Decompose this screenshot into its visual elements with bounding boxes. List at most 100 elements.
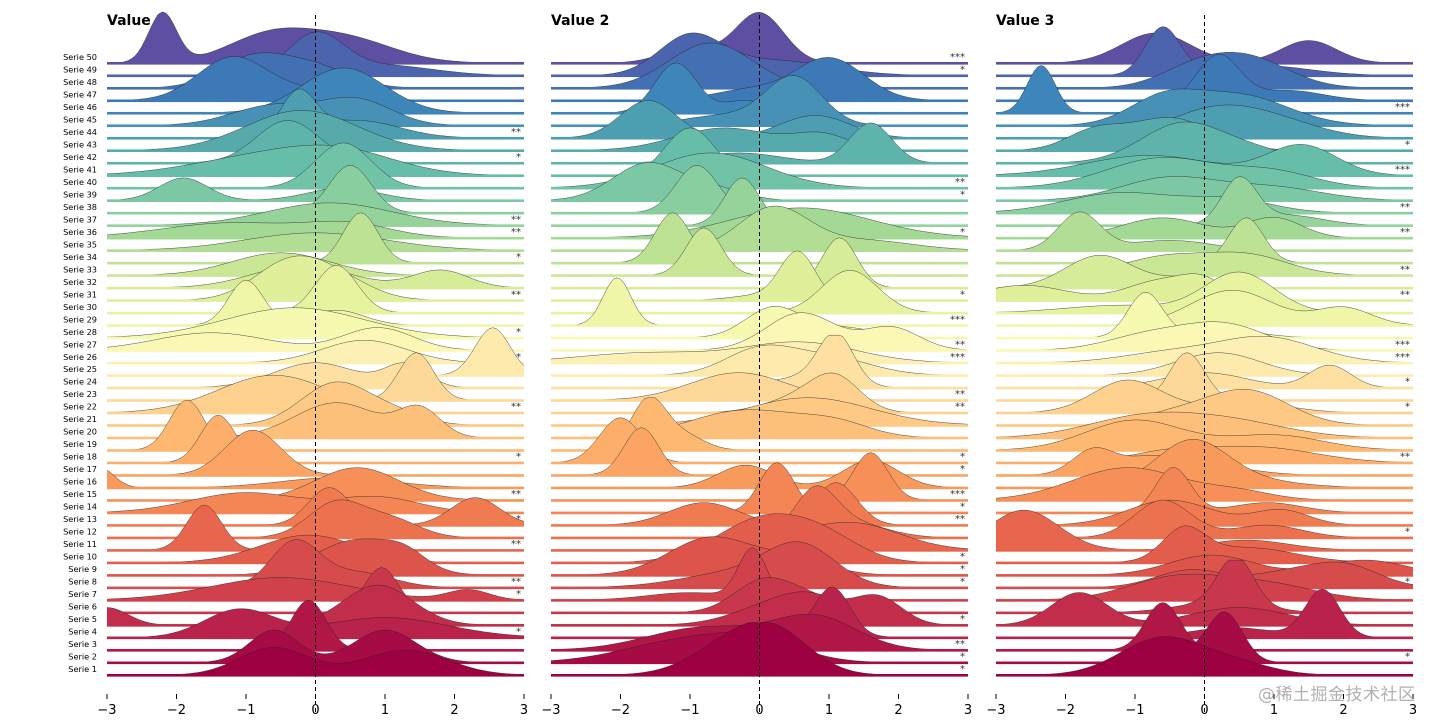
ridge-area [996,467,1413,513]
row-label: Serie 19 [63,439,97,449]
significance-marker: * [1405,402,1410,413]
x-tick-label: 2 [894,703,902,718]
x-tick-label: 1 [825,703,833,718]
ridge-area [551,177,968,226]
x-tick-label: −3 [97,703,116,718]
row-label: Serie 21 [63,414,97,424]
ridge-area [551,547,968,601]
ridge-area [996,290,1413,326]
significance-marker: * [960,227,965,238]
ridge-row [107,414,524,465]
ridge-area [996,255,1413,288]
ridge-area [996,211,1413,251]
panel-3: Value 3****************************−3 −2−… [986,13,1417,718]
significance-marker: * [960,189,965,200]
significance-marker: ** [955,402,965,413]
row-label: Serie 7 [68,589,97,599]
ridge-area [996,525,1413,563]
significance-marker: ** [511,227,521,238]
significance-marker: *** [950,489,965,500]
ridge-area [996,560,1413,613]
significance-marker: * [516,352,521,363]
row-label: Serie 46 [63,102,97,112]
significance-marker: ** [511,539,521,550]
row-label: Serie 47 [63,89,97,99]
ridge-area [551,513,968,563]
significance-marker: *** [950,352,965,363]
significance-marker: * [960,64,965,75]
row-label: Serie 35 [63,239,97,249]
ridge-area [107,145,524,176]
row-label: Serie 29 [63,314,97,324]
significance-marker: ** [1400,227,1410,238]
ridge-area [551,122,968,163]
ridge-area [996,33,1413,63]
row-label: Serie 36 [63,227,97,237]
ridge-baseline [996,249,1413,252]
row-label: Serie 1 [68,664,97,674]
row-label: Serie 40 [63,177,97,187]
x-tick-label: 0 [1200,703,1208,718]
ridge-outline [995,157,1413,189]
row-label: Serie 41 [63,164,97,174]
row-label: Serie 2 [68,652,97,662]
significance-marker: * [960,289,965,300]
significance-marker: ** [511,289,521,300]
row-label: Serie 24 [63,377,97,387]
row-label: Serie 39 [63,189,97,199]
significance-marker: ** [1400,264,1410,275]
row-label: Serie 43 [63,139,97,149]
significance-marker: ** [511,214,521,225]
ridge-outline [106,144,524,176]
ridge-area [551,127,968,151]
ridge-outline [106,327,524,351]
ridge-area [107,327,524,351]
ridge-area [107,352,524,401]
x-tick-label: 2 [450,703,458,718]
row-label: Serie 25 [63,364,97,374]
row-label: Serie 9 [68,564,97,574]
row-label: Serie 10 [63,552,97,562]
ridge-area [996,611,1413,663]
x-tick-label: −2 [1056,703,1075,718]
x-tick-label: 0 [755,703,763,718]
significance-marker: ** [955,389,965,400]
row-label: Serie 50 [63,52,97,62]
row-label: Serie 28 [63,327,97,337]
significance-marker: ** [1400,452,1410,463]
ridge-area [551,277,968,326]
significance-marker: * [960,452,965,463]
row-label: Serie 26 [63,352,97,362]
significance-marker: * [516,327,521,338]
ridge-area [996,192,1413,213]
row-label: Serie 20 [63,427,97,437]
ridge-area [996,54,1413,101]
ridge-area [107,505,524,551]
ridge-area [551,32,968,76]
row-label: Serie 33 [63,264,97,274]
row-label: Serie 17 [63,464,97,474]
row-label: Serie 4 [68,627,97,637]
ridge-area [996,321,1413,351]
ridge-area [551,162,968,201]
ridge-area [996,592,1413,626]
ridge-area [107,467,524,501]
ridge-row [106,577,525,602]
row-label: Serie 23 [63,389,97,399]
ridge-baseline [107,249,524,252]
significance-marker: ** [511,489,521,500]
significance-marker: * [1405,527,1410,538]
panel-1: Value 1************************−3 −2 −1 0 1 2… [97,11,528,718]
ridge-baseline [107,649,524,652]
x-tick-label: −1 [680,703,699,718]
significance-marker: *** [950,52,965,63]
significance-marker: * [1405,577,1410,588]
ridge-baseline [107,461,524,465]
ridge-baseline [551,299,968,302]
ridge-area [996,447,1413,476]
row-label: Serie 37 [63,214,97,224]
row-label: Serie 31 [63,289,97,299]
ridge-outline [995,419,1413,451]
ridge-baseline [551,249,968,252]
